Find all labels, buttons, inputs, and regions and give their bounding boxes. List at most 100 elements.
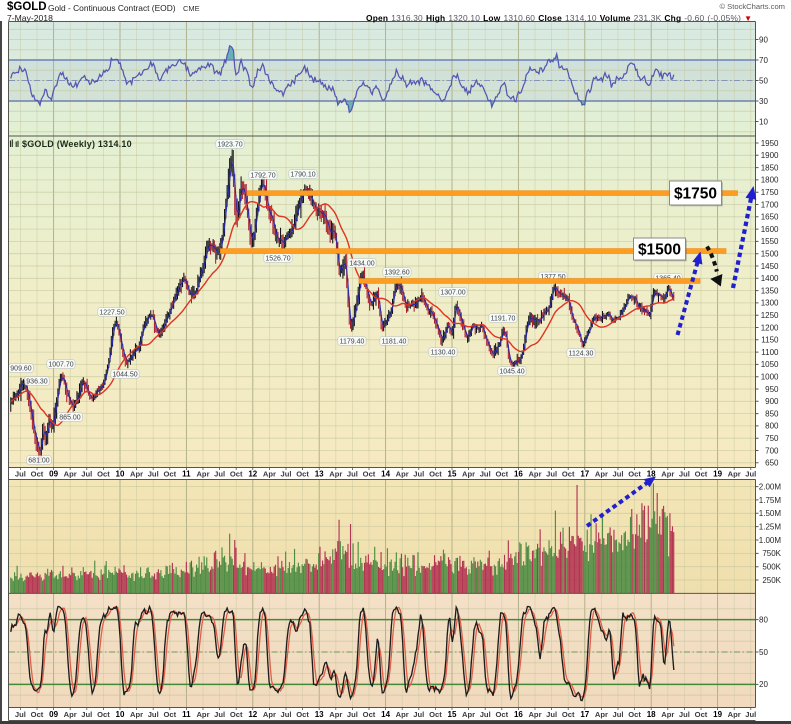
svg-text:1550: 1550 xyxy=(761,237,779,246)
svg-text:18: 18 xyxy=(647,469,656,478)
svg-text:Oct: Oct xyxy=(163,710,176,719)
svg-text:Jul: Jul xyxy=(613,710,624,719)
svg-text:09: 09 xyxy=(49,469,58,478)
svg-text:Oct: Oct xyxy=(562,710,575,719)
svg-text:1350: 1350 xyxy=(761,286,779,295)
svg-text:1.50M: 1.50M xyxy=(759,509,782,518)
svg-text:Apr: Apr xyxy=(528,469,541,478)
svg-text:1923.70: 1923.70 xyxy=(217,142,242,149)
svg-text:10: 10 xyxy=(759,117,768,126)
svg-text:1800: 1800 xyxy=(761,176,779,185)
svg-text:Jul: Jul xyxy=(546,710,557,719)
svg-text:Jul: Jul xyxy=(347,469,358,478)
svg-text:Jul: Jul xyxy=(347,710,358,719)
svg-text:Oct: Oct xyxy=(628,469,641,478)
svg-text:Jul: Jul xyxy=(613,469,624,478)
svg-text:1450: 1450 xyxy=(761,262,779,271)
svg-text:1250: 1250 xyxy=(761,311,779,320)
svg-text:1434.00: 1434.00 xyxy=(349,261,374,268)
svg-text:Apr: Apr xyxy=(263,469,276,478)
svg-text:12: 12 xyxy=(248,710,257,719)
svg-text:1950: 1950 xyxy=(761,139,779,148)
svg-text:Apr: Apr xyxy=(528,710,541,719)
svg-text:Jul: Jul xyxy=(281,710,292,719)
svg-text:19: 19 xyxy=(713,469,722,478)
svg-text:700: 700 xyxy=(765,446,779,455)
svg-text:Oct: Oct xyxy=(495,469,508,478)
svg-text:Jul: Jul xyxy=(148,469,159,478)
svg-text:1900: 1900 xyxy=(761,151,779,160)
svg-text:1.00M: 1.00M xyxy=(759,536,782,545)
svg-text:Apr: Apr xyxy=(130,710,143,719)
svg-text:900: 900 xyxy=(765,397,779,406)
svg-text:Jul: Jul xyxy=(480,710,491,719)
svg-text:Oct: Oct xyxy=(363,710,376,719)
svg-text:500K: 500K xyxy=(762,563,781,572)
svg-text:Oct: Oct xyxy=(230,710,243,719)
svg-text:Apr: Apr xyxy=(661,710,674,719)
svg-text:Apr: Apr xyxy=(329,710,342,719)
svg-text:Jul: Jul xyxy=(15,469,26,478)
svg-text:$1750: $1750 xyxy=(674,186,717,203)
svg-text:Oct: Oct xyxy=(31,469,44,478)
svg-text:1700: 1700 xyxy=(761,200,779,209)
svg-text:1850: 1850 xyxy=(761,163,779,172)
svg-text:1044.50: 1044.50 xyxy=(112,372,137,379)
svg-text:16: 16 xyxy=(514,710,523,719)
svg-text:1200: 1200 xyxy=(761,323,779,332)
svg-text:17: 17 xyxy=(580,469,589,478)
svg-text:1526.70: 1526.70 xyxy=(265,256,290,263)
svg-text:681.00: 681.00 xyxy=(28,458,50,465)
svg-text:750K: 750K xyxy=(762,549,781,558)
svg-text:50: 50 xyxy=(759,648,768,657)
svg-text:Jul: Jul xyxy=(546,469,557,478)
svg-text:1750: 1750 xyxy=(761,188,779,197)
svg-text:Jul: Jul xyxy=(413,469,424,478)
svg-text:1227.50: 1227.50 xyxy=(99,310,124,317)
svg-text:Oct: Oct xyxy=(296,710,309,719)
svg-text:950: 950 xyxy=(765,385,779,394)
svg-text:Oct: Oct xyxy=(562,469,575,478)
svg-text:Oct: Oct xyxy=(296,469,309,478)
svg-text:Apr: Apr xyxy=(595,469,608,478)
svg-text:14: 14 xyxy=(381,469,390,478)
svg-text:1050: 1050 xyxy=(761,360,779,369)
svg-text:865.00: 865.00 xyxy=(59,415,81,422)
svg-text:Apr: Apr xyxy=(462,469,475,478)
svg-text:Jul: Jul xyxy=(214,469,225,478)
svg-text:Oct: Oct xyxy=(429,469,442,478)
svg-text:Jul: Jul xyxy=(281,469,292,478)
svg-text:Apr: Apr xyxy=(196,710,209,719)
svg-text:1500: 1500 xyxy=(761,250,779,259)
svg-text:650: 650 xyxy=(765,459,779,468)
svg-text:Apr: Apr xyxy=(130,469,143,478)
svg-text:Jul: Jul xyxy=(148,710,159,719)
svg-text:Jul: Jul xyxy=(214,710,225,719)
svg-text:Jul: Jul xyxy=(745,469,756,478)
svg-text:Apr: Apr xyxy=(64,469,77,478)
svg-text:15: 15 xyxy=(448,710,457,719)
svg-text:1400: 1400 xyxy=(761,274,779,283)
svg-text:1392.60: 1392.60 xyxy=(384,270,409,277)
svg-text:2.00M: 2.00M xyxy=(759,482,782,491)
svg-text:20: 20 xyxy=(759,680,768,689)
svg-text:$GOLD (Weekly) 1314.10: $GOLD (Weekly) 1314.10 xyxy=(22,139,132,149)
svg-text:1100: 1100 xyxy=(761,348,779,357)
svg-text:19: 19 xyxy=(713,710,722,719)
svg-text:09: 09 xyxy=(49,710,58,719)
svg-text:1.25M: 1.25M xyxy=(759,522,782,531)
svg-text:1650: 1650 xyxy=(761,213,779,222)
svg-text:Apr: Apr xyxy=(64,710,77,719)
svg-text:1179.40: 1179.40 xyxy=(340,339,365,346)
svg-text:17: 17 xyxy=(580,710,589,719)
svg-text:Apr: Apr xyxy=(196,469,209,478)
svg-text:936.30: 936.30 xyxy=(26,379,48,386)
svg-text:1045.40: 1045.40 xyxy=(499,369,524,376)
svg-text:30: 30 xyxy=(759,97,768,106)
svg-text:1790.10: 1790.10 xyxy=(290,172,315,179)
svg-text:50: 50 xyxy=(759,76,768,85)
svg-text:Jul: Jul xyxy=(745,710,756,719)
svg-text:Jul: Jul xyxy=(480,469,491,478)
svg-text:Oct: Oct xyxy=(695,469,708,478)
svg-text:1.75M: 1.75M xyxy=(759,496,782,505)
